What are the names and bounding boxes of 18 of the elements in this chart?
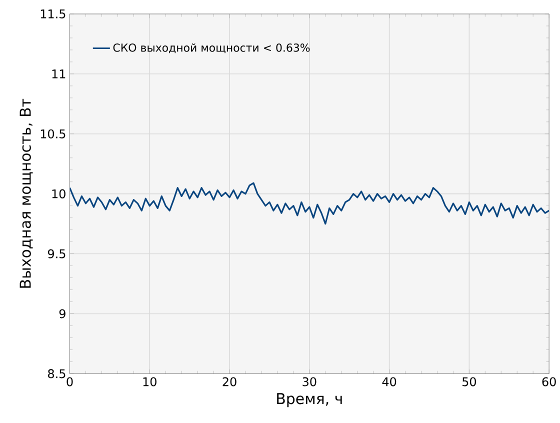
y-tick-label: 11 bbox=[52, 70, 66, 79]
y-axis-title: Выходная мощность, Вт bbox=[20, 99, 33, 288]
y-tick-label: 8.5 bbox=[48, 369, 66, 378]
y-tick-label: 11.5 bbox=[40, 10, 66, 19]
line-series bbox=[70, 182, 550, 225]
x-tick-label: 30 bbox=[302, 377, 316, 386]
x-axis-title: Время, ч bbox=[277, 393, 342, 408]
legend-label: СКО выходной мощности < 0.63% bbox=[113, 44, 310, 54]
y-tick-label: 10.5 bbox=[40, 130, 66, 139]
x-tick-label: 10 bbox=[143, 377, 156, 386]
y-tick-label: 10 bbox=[52, 190, 66, 199]
y-tick-label: 9 bbox=[59, 309, 66, 318]
y-tick-label: 9.5 bbox=[48, 249, 66, 259]
x-tick-label: 60 bbox=[542, 377, 556, 386]
x-tick-label: 40 bbox=[382, 377, 396, 386]
x-tick-label: 20 bbox=[222, 377, 236, 386]
x-tick-label: 0 bbox=[66, 377, 73, 386]
x-tick-label: 50 bbox=[462, 377, 476, 386]
